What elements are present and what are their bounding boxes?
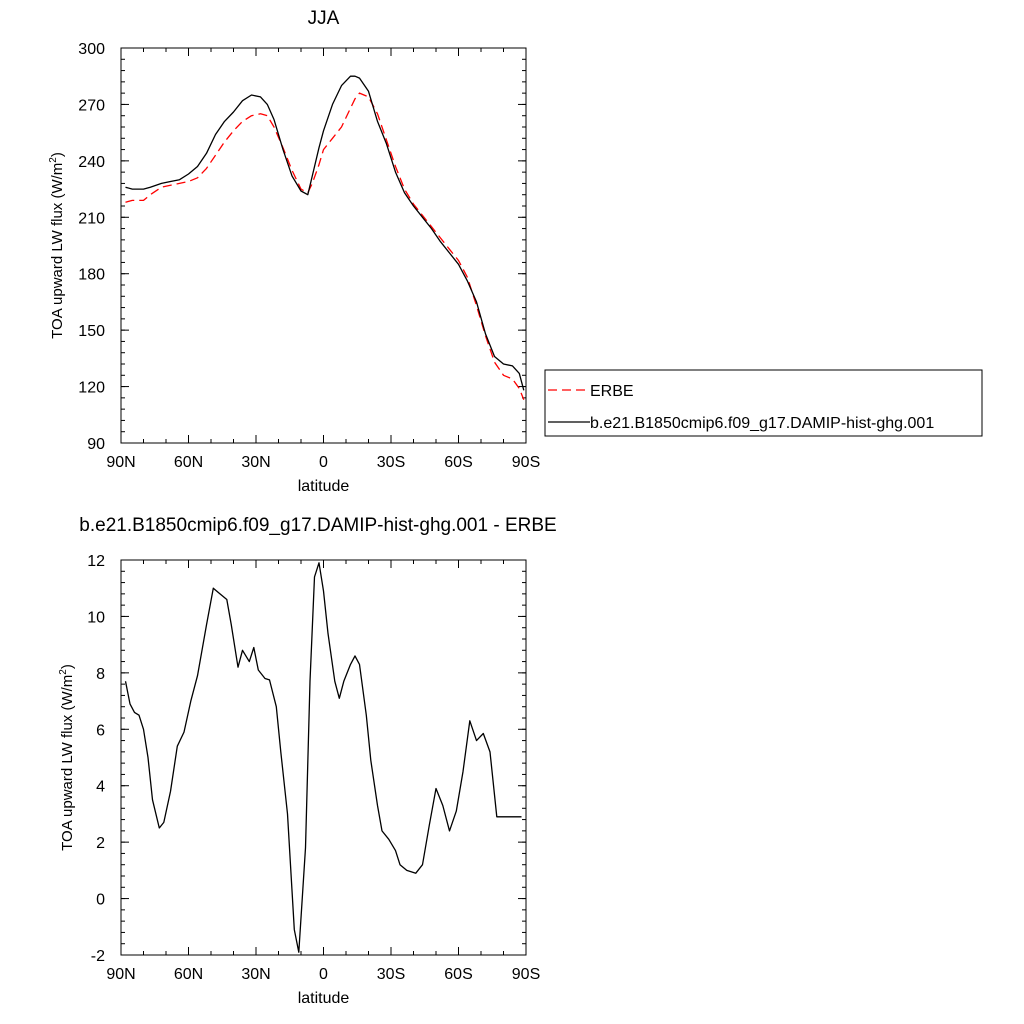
y-tick-label: 150 [78,323,105,340]
x-axis-label: latitude [298,990,350,1007]
y-tick-label: 210 [78,210,105,227]
x-tick-label: 90N [106,966,135,983]
y-tick-label: 8 [96,666,105,683]
y-axis-label-superscript: 2 [48,157,59,163]
y-axis-label-text: TOA upward LW flux (W/m [59,675,76,851]
series-line-1 [125,75,525,391]
y-axis-label-superscript: 2 [58,669,69,675]
y-tick-label: 4 [96,779,105,796]
legend-entry-1: b.e21.B1850cmip6.f09_g17.DAMIP-hist-ghg.… [590,415,934,432]
y-tick-label: 10 [87,609,105,626]
x-tick-label: 90S [512,966,540,983]
x-tick-label: 60S [444,454,472,471]
y-tick-label: 90 [87,436,105,453]
y-tick-label: 2 [96,835,105,852]
y-tick-label: 0 [96,892,105,909]
series-line-0 [124,562,522,953]
x-tick-label: 30S [377,966,405,983]
y-tick-label: 120 [78,380,105,397]
x-tick-label: 30N [241,966,270,983]
x-tick-label: 90N [106,454,135,471]
x-tick-label: 60N [174,966,203,983]
x-tick-label: 0 [319,454,328,471]
x-tick-label: 30N [241,454,270,471]
x-tick-label: 0 [319,966,328,983]
bottom-panel-difference: 90N 60N 30N 0 30S 60S 90S -2 0 2 4 6 8 10 12 latitude b.… [58,515,557,1007]
y-axis-label-close: ) [49,152,66,157]
y-tick-label: 12 [87,553,105,570]
series-line-0 [125,92,525,400]
y-tick-label: 240 [78,154,105,171]
y-tick-label: 270 [78,97,105,114]
x-tick-label: 60S [444,966,472,983]
y-tick-label: 180 [78,267,105,284]
y-axis-label-close: ) [59,664,76,669]
plot-frame [120,47,527,444]
x-tick-label: 90S [512,454,540,471]
y-tick-label: 300 [78,41,105,58]
x-axis-label: latitude [298,478,350,495]
x-tick-label: 30S [377,454,405,471]
top-panel-flux-comparison: 90N 60N 30N 0 30S 60S 90S 90 120 150 180 210 240 270 3… [48,8,540,495]
x-tick-label: 60N [174,454,203,471]
top-panel-legend: ERBE b.e21.B1850cmip6.f09_g17.DAMIP-hist-… [544,369,983,437]
y-axis-label: TOA upward LW flux (W/m2) [58,664,76,851]
y-tick-label: 6 [96,722,105,739]
chart-title: JJA [308,8,340,29]
y-tick-label: -2 [91,948,105,965]
chart-title: b.e21.B1850cmip6.f09_g17.DAMIP-hist-ghg.… [79,515,556,536]
legend-box [544,369,983,437]
y-axis-label-text: TOA upward LW flux (W/m [49,163,66,339]
legend-entry-0: ERBE [590,383,634,400]
y-axis-label: TOA upward LW flux (W/m2) [48,152,66,339]
